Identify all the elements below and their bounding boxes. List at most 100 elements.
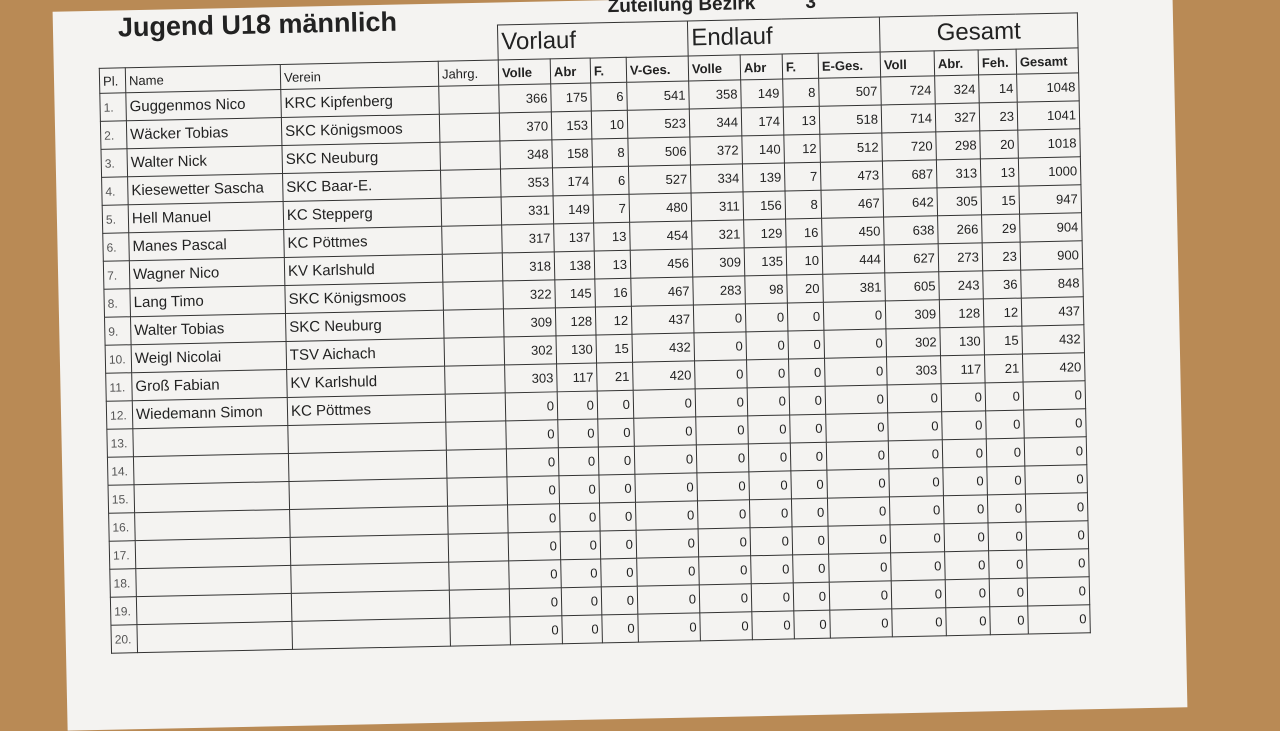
score: 128 — [939, 298, 984, 328]
score: 13 — [594, 250, 631, 280]
score: 0 — [941, 382, 986, 412]
score: 15 — [980, 186, 1020, 215]
score: 450 — [821, 216, 885, 247]
club: SKC Königsmoos — [284, 282, 444, 314]
score: 420 — [632, 360, 696, 391]
score: 0 — [790, 470, 828, 499]
score: 317 — [501, 223, 555, 253]
club: SKC Neuburg — [281, 142, 441, 174]
year — [445, 392, 506, 423]
score: 0 — [829, 580, 892, 611]
score: 137 — [553, 223, 595, 252]
column-header: E-Ges. — [818, 51, 881, 79]
score: 900 — [1020, 240, 1083, 271]
score: 0 — [887, 383, 942, 413]
score: 135 — [744, 246, 787, 276]
score: 0 — [943, 494, 989, 524]
score: 0 — [824, 356, 888, 387]
score: 0 — [698, 555, 752, 585]
score: 0 — [942, 466, 988, 496]
score: 0 — [890, 551, 946, 581]
score: 627 — [884, 243, 939, 273]
score: 313 — [936, 158, 981, 188]
score: 7 — [593, 194, 630, 224]
rank: 11. — [105, 372, 133, 402]
score: 145 — [554, 279, 596, 308]
score: 117 — [556, 362, 598, 392]
score: 0 — [986, 438, 1025, 467]
column-header: Feh. — [978, 49, 1017, 75]
name — [132, 425, 289, 457]
score: 344 — [689, 107, 742, 137]
column-header: Jahrg. — [438, 59, 499, 87]
club: SKC Königsmoos — [281, 114, 440, 146]
score: 0 — [505, 419, 559, 449]
score: 432 — [1021, 324, 1085, 355]
assignment-value: 3 — [805, 0, 817, 14]
score: 20 — [979, 130, 1019, 159]
score: 904 — [1019, 212, 1083, 243]
score: 444 — [822, 244, 885, 275]
score: 303 — [886, 355, 942, 385]
score: 0 — [747, 414, 791, 444]
club — [287, 422, 447, 454]
score: 512 — [819, 132, 883, 163]
score: 0 — [1026, 548, 1090, 579]
paper: Jugend U18 männlich Zuteilung Bezirk 3 Vo… — [52, 0, 1188, 731]
score: 0 — [1023, 408, 1087, 439]
score: 0 — [890, 523, 945, 553]
score: 0 — [636, 528, 699, 559]
name — [135, 565, 292, 597]
score: 324 — [934, 74, 980, 104]
name: Hell Manuel — [128, 201, 284, 233]
score: 23 — [979, 102, 1018, 131]
score: 0 — [1023, 380, 1086, 411]
score: 0 — [888, 467, 944, 497]
year — [444, 336, 505, 367]
score: 10 — [591, 110, 628, 140]
score: 129 — [743, 219, 787, 248]
score: 0 — [942, 438, 987, 468]
score: 0 — [787, 330, 825, 359]
score: 523 — [627, 108, 690, 139]
rank: 2. — [100, 120, 127, 150]
score: 128 — [555, 307, 596, 336]
score: 331 — [501, 195, 554, 225]
score: 0 — [633, 388, 696, 419]
score: 0 — [695, 415, 749, 445]
club: KC Pöttmes — [287, 394, 446, 426]
score: 0 — [506, 475, 560, 505]
score: 0 — [561, 586, 602, 616]
year — [447, 504, 509, 535]
score: 12 — [783, 134, 821, 164]
column-header: F. — [590, 57, 627, 84]
score: 454 — [629, 220, 693, 251]
score: 0 — [746, 358, 790, 388]
name: Walter Tobias — [130, 313, 287, 345]
score: 0 — [1025, 492, 1088, 523]
column-header: Gesamt — [1016, 47, 1079, 75]
score: 0 — [600, 558, 638, 587]
score: 21 — [596, 362, 634, 391]
score: 507 — [818, 76, 882, 107]
club: SKC Neuburg — [285, 310, 445, 342]
score: 456 — [630, 248, 693, 279]
score: 8 — [785, 190, 822, 220]
score: 638 — [883, 215, 939, 245]
score: 0 — [601, 586, 638, 615]
club: KV Karlshuld — [284, 254, 443, 286]
score: 327 — [935, 102, 980, 132]
rank: 7. — [103, 260, 130, 290]
score: 303 — [504, 363, 558, 393]
club: TSV Aichach — [286, 338, 445, 370]
rank: 3. — [100, 148, 128, 178]
score: 0 — [793, 610, 831, 639]
assignment-label: Zuteilung Bezirk — [607, 0, 756, 18]
score: 0 — [825, 412, 889, 443]
score: 0 — [789, 386, 826, 415]
rank: 14. — [107, 456, 135, 486]
assignment: Zuteilung Bezirk 3 — [607, 0, 816, 18]
score: 0 — [1027, 604, 1091, 635]
column-header: Abr — [550, 58, 591, 84]
score: 298 — [935, 130, 981, 160]
